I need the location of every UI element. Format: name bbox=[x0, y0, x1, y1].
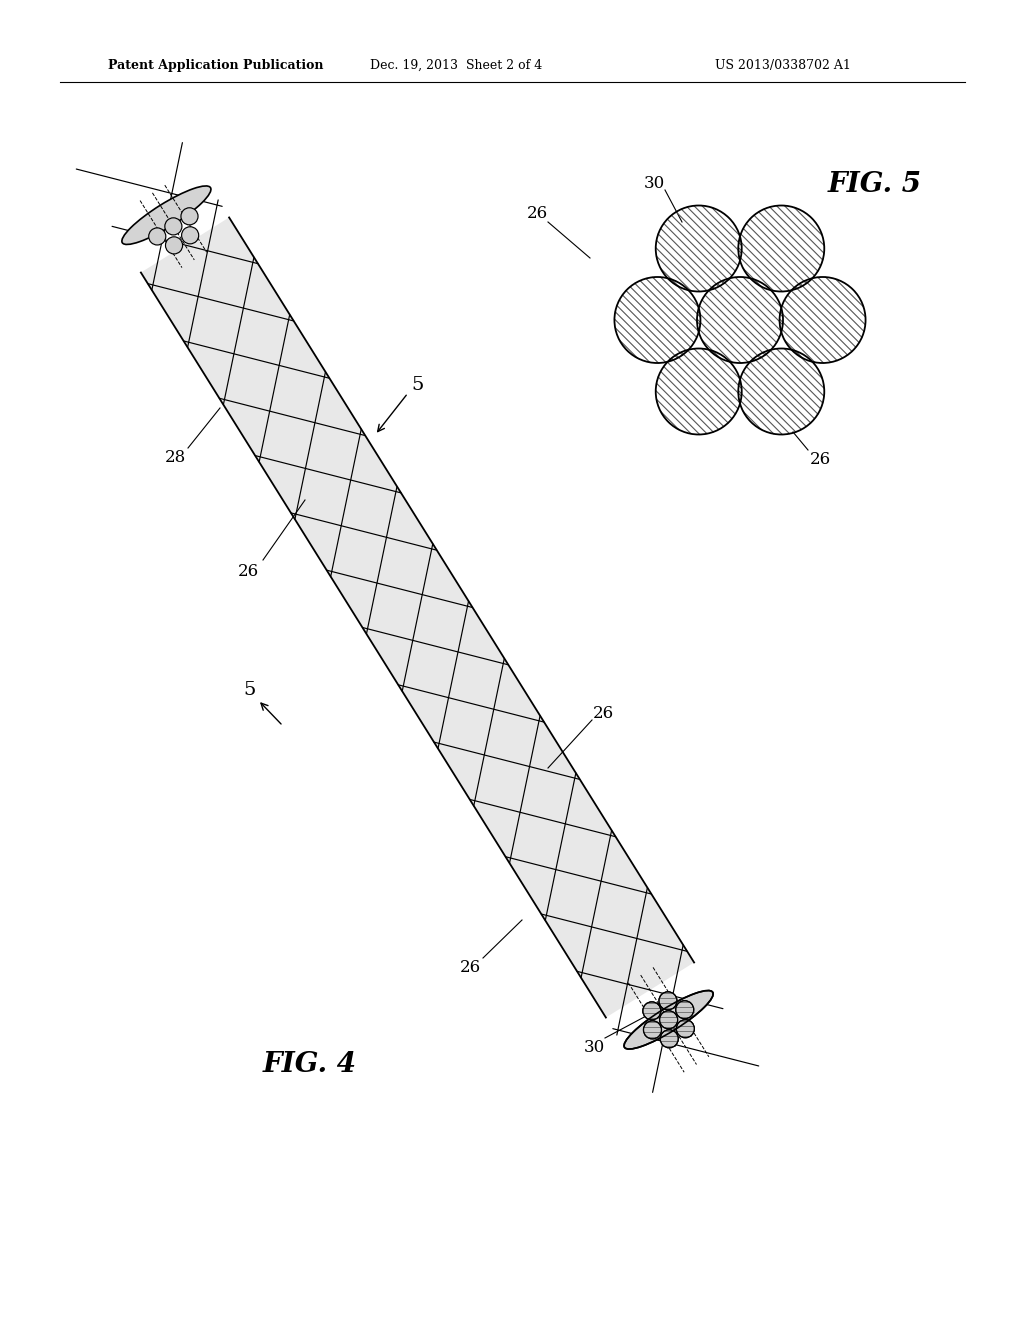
Circle shape bbox=[643, 1020, 662, 1039]
Circle shape bbox=[643, 1002, 660, 1020]
Text: 26: 26 bbox=[593, 705, 613, 722]
Text: 5: 5 bbox=[412, 376, 424, 393]
Text: 5: 5 bbox=[244, 681, 256, 700]
Polygon shape bbox=[141, 218, 694, 1018]
Circle shape bbox=[166, 236, 182, 253]
Ellipse shape bbox=[122, 186, 211, 244]
Circle shape bbox=[676, 1020, 694, 1038]
Text: FIG. 4: FIG. 4 bbox=[263, 1052, 357, 1078]
Circle shape bbox=[660, 1030, 678, 1048]
Ellipse shape bbox=[624, 990, 713, 1049]
Circle shape bbox=[181, 227, 199, 244]
Text: 26: 26 bbox=[238, 564, 259, 581]
Circle shape bbox=[181, 207, 198, 224]
Text: FIG. 5: FIG. 5 bbox=[828, 172, 922, 198]
Text: 26: 26 bbox=[460, 958, 480, 975]
Text: 30: 30 bbox=[643, 174, 665, 191]
Text: Dec. 19, 2013  Sheet 2 of 4: Dec. 19, 2013 Sheet 2 of 4 bbox=[370, 58, 543, 71]
Text: 26: 26 bbox=[809, 451, 830, 469]
Text: Patent Application Publication: Patent Application Publication bbox=[108, 58, 324, 71]
Text: 28: 28 bbox=[165, 450, 185, 466]
Text: 30: 30 bbox=[584, 1040, 604, 1056]
Circle shape bbox=[148, 228, 166, 246]
Circle shape bbox=[676, 1001, 693, 1019]
Text: 26: 26 bbox=[526, 205, 548, 222]
Circle shape bbox=[659, 1011, 678, 1028]
Circle shape bbox=[658, 991, 677, 1010]
Text: US 2013/0338702 A1: US 2013/0338702 A1 bbox=[715, 58, 851, 71]
Circle shape bbox=[165, 218, 182, 235]
